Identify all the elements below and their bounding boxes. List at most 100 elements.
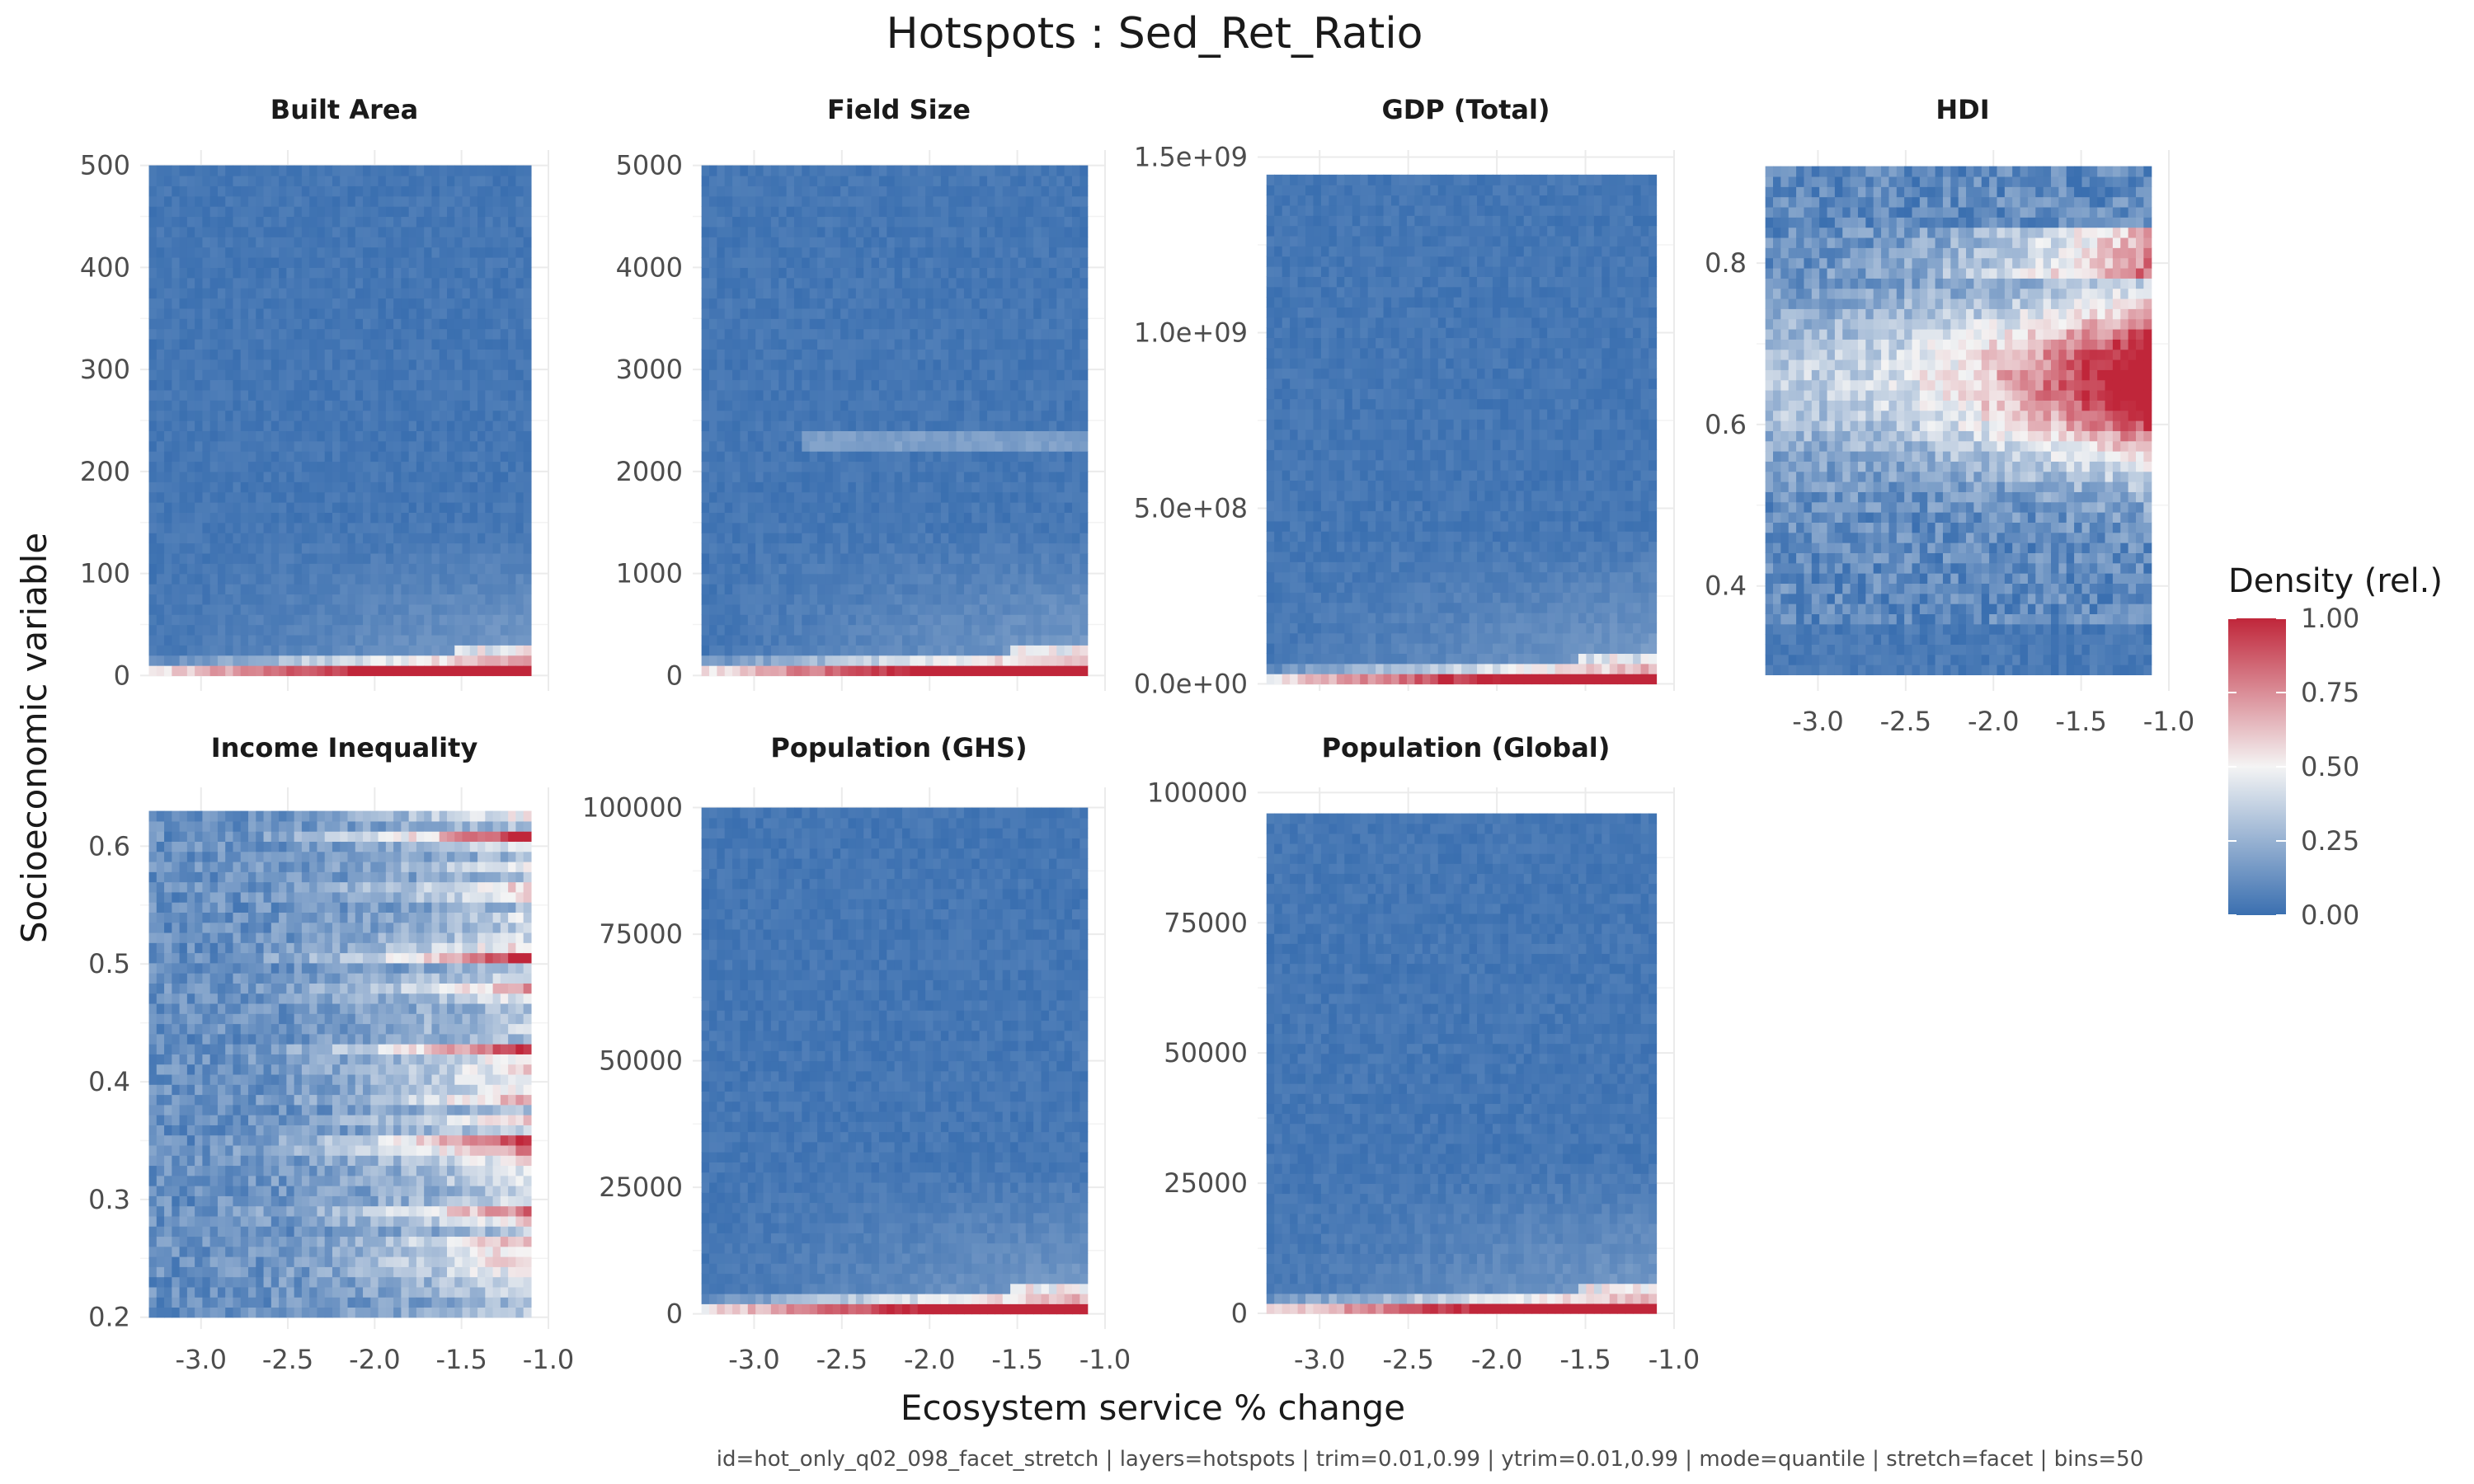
heatmap-cell bbox=[469, 584, 478, 595]
heatmap-cell bbox=[1041, 277, 1050, 289]
heatmap-cell bbox=[202, 247, 211, 258]
heatmap-cell bbox=[701, 328, 710, 340]
heatmap-cell bbox=[454, 308, 463, 319]
heatmap-cell bbox=[848, 277, 857, 289]
heatmap-cell bbox=[717, 328, 726, 340]
heatmap-cell bbox=[1048, 175, 1057, 186]
heatmap-cell bbox=[724, 400, 733, 411]
heatmap-cell bbox=[840, 624, 849, 636]
heatmap-cell bbox=[439, 256, 448, 268]
heatmap-cell bbox=[225, 603, 234, 615]
heatmap-cell bbox=[987, 410, 995, 421]
heatmap-cell bbox=[347, 369, 356, 381]
heatmap-cell bbox=[439, 634, 448, 646]
heatmap-cell bbox=[446, 338, 455, 350]
heatmap-cell bbox=[217, 502, 226, 513]
heatmap-cell bbox=[233, 247, 242, 258]
heatmap-cell bbox=[462, 267, 471, 279]
heatmap-cell bbox=[469, 256, 478, 268]
heatmap-cell bbox=[462, 614, 471, 626]
heatmap-cell bbox=[1048, 451, 1057, 463]
heatmap-cell bbox=[910, 522, 919, 533]
heatmap-cell bbox=[500, 298, 509, 309]
heatmap-cell bbox=[515, 502, 524, 513]
heatmap-cell bbox=[385, 481, 394, 493]
heatmap-cell bbox=[424, 359, 433, 370]
heatmap-cell bbox=[917, 216, 926, 228]
heatmap-cell bbox=[948, 634, 957, 646]
heatmap-cell bbox=[809, 440, 818, 452]
heatmap-cell bbox=[948, 584, 957, 595]
heatmap-cell bbox=[1056, 369, 1065, 381]
heatmap-cell bbox=[416, 369, 425, 381]
heatmap-cell bbox=[1033, 645, 1042, 656]
heatmap-cell bbox=[832, 288, 841, 299]
heatmap-cell bbox=[917, 175, 926, 186]
heatmap-cell bbox=[317, 645, 326, 656]
heatmap-cell bbox=[917, 552, 926, 564]
heatmap-cell bbox=[717, 338, 726, 350]
heatmap-cell bbox=[401, 338, 410, 350]
heatmap-cell bbox=[948, 665, 957, 677]
heatmap-cell bbox=[894, 573, 903, 585]
heatmap-cell bbox=[179, 655, 188, 666]
heatmap-cell bbox=[732, 206, 741, 218]
heatmap-cell bbox=[195, 216, 204, 228]
heatmap-cell bbox=[416, 665, 425, 677]
heatmap-cell bbox=[408, 594, 417, 605]
heatmap-cell bbox=[179, 491, 188, 503]
heatmap-cell bbox=[740, 389, 749, 401]
heatmap-cell bbox=[378, 328, 387, 340]
heatmap-cell bbox=[186, 256, 195, 268]
heatmap-cell bbox=[477, 471, 486, 482]
heatmap-cell bbox=[832, 645, 841, 656]
heatmap-cell bbox=[1025, 247, 1034, 258]
heatmap-cell bbox=[809, 256, 818, 268]
heatmap-cell bbox=[709, 308, 717, 319]
heatmap-cell bbox=[370, 338, 379, 350]
heatmap-cell bbox=[1072, 186, 1080, 197]
heatmap-cell bbox=[1041, 328, 1050, 340]
heatmap-cell bbox=[370, 624, 379, 636]
heatmap-cell bbox=[186, 349, 195, 360]
heatmap-cell bbox=[1056, 165, 1065, 176]
heatmap-cell bbox=[995, 338, 1004, 350]
heatmap-cell bbox=[940, 318, 949, 330]
heatmap-cell bbox=[910, 400, 919, 411]
heatmap-cell bbox=[933, 338, 942, 350]
heatmap-cell bbox=[462, 186, 471, 197]
heatmap-cell bbox=[248, 552, 256, 564]
heatmap-cell bbox=[416, 471, 425, 482]
heatmap-cell bbox=[855, 277, 864, 289]
heatmap-cell bbox=[263, 420, 272, 431]
heatmap-cell bbox=[401, 247, 410, 258]
heatmap-cell bbox=[515, 165, 524, 176]
heatmap-cell bbox=[709, 328, 717, 340]
heatmap-cell bbox=[240, 552, 249, 564]
heatmap-cell bbox=[469, 389, 478, 401]
heatmap-cell bbox=[454, 420, 463, 431]
heatmap-cell bbox=[332, 256, 341, 268]
heatmap-cell bbox=[217, 491, 226, 503]
heatmap-cell bbox=[793, 614, 802, 626]
heatmap-cell bbox=[701, 655, 710, 666]
heatmap-cell bbox=[987, 175, 995, 186]
heatmap-cell bbox=[709, 634, 717, 646]
heatmap-cell bbox=[1018, 328, 1027, 340]
heatmap-cell bbox=[724, 451, 733, 463]
heatmap-cell bbox=[179, 165, 188, 176]
heatmap-cell bbox=[786, 328, 795, 340]
heatmap-cell bbox=[462, 471, 471, 482]
heatmap-cell bbox=[172, 542, 181, 554]
heatmap-cell bbox=[940, 655, 949, 666]
heatmap-cell bbox=[840, 410, 849, 421]
heatmap-cell bbox=[393, 594, 402, 605]
heatmap-cell bbox=[439, 359, 448, 370]
heatmap-cell bbox=[1056, 471, 1065, 482]
heatmap-cell bbox=[933, 594, 942, 605]
heatmap-cell bbox=[840, 461, 849, 472]
heatmap-cell bbox=[956, 603, 965, 615]
heatmap-cell bbox=[454, 573, 463, 585]
heatmap-cell bbox=[186, 288, 195, 299]
heatmap-cell bbox=[156, 573, 165, 585]
